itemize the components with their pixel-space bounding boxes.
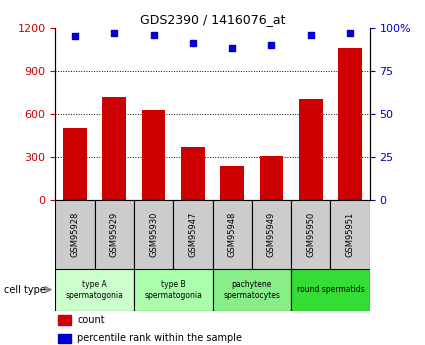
Point (347, 30, 354, 36)
Point (150, 32, 157, 37)
Text: type A
spermatogonia: type A spermatogonia (65, 280, 124, 299)
Text: GSM95951: GSM95951 (346, 212, 354, 257)
Text: round spermatids: round spermatids (297, 285, 364, 294)
Bar (252, 200, 291, 269)
Text: type B
spermatogonia: type B spermatogonia (144, 280, 202, 299)
Bar (134, 200, 173, 269)
Bar (63, 128, 87, 200)
Point (71, 33, 78, 39)
Bar (94, 200, 134, 269)
Text: cell type: cell type (4, 285, 46, 295)
Bar (331, 200, 370, 269)
Point (268, 42, 275, 48)
Bar (58, 315, 71, 325)
Bar (181, 147, 204, 200)
Bar (212, 269, 291, 310)
Text: GSM95949: GSM95949 (267, 212, 276, 257)
Bar (220, 166, 244, 200)
Text: GSM95930: GSM95930 (149, 212, 158, 257)
Text: count: count (77, 315, 105, 325)
Bar (260, 156, 283, 200)
Bar (55, 269, 134, 310)
Text: pachytene
spermatocytes: pachytene spermatocytes (224, 280, 280, 299)
Point (307, 32, 314, 37)
Bar (55, 200, 94, 269)
Text: GSM95929: GSM95929 (110, 212, 119, 257)
Bar (291, 200, 331, 269)
Title: GDS2390 / 1416076_at: GDS2390 / 1416076_at (140, 13, 285, 27)
Bar (142, 110, 165, 200)
Point (111, 30, 118, 36)
Text: GSM95947: GSM95947 (188, 212, 197, 257)
Bar (102, 97, 126, 200)
Text: GSM95950: GSM95950 (306, 212, 315, 257)
Text: GSM95948: GSM95948 (228, 212, 237, 257)
Bar (212, 200, 252, 269)
Bar (173, 200, 212, 269)
Bar (134, 269, 212, 310)
Bar (291, 269, 370, 310)
Point (190, 40, 196, 46)
Text: GSM95928: GSM95928 (71, 212, 79, 257)
Point (229, 46, 235, 51)
Bar (338, 48, 362, 200)
Bar (58, 334, 71, 343)
Text: percentile rank within the sample: percentile rank within the sample (77, 334, 242, 343)
Bar (299, 99, 323, 200)
